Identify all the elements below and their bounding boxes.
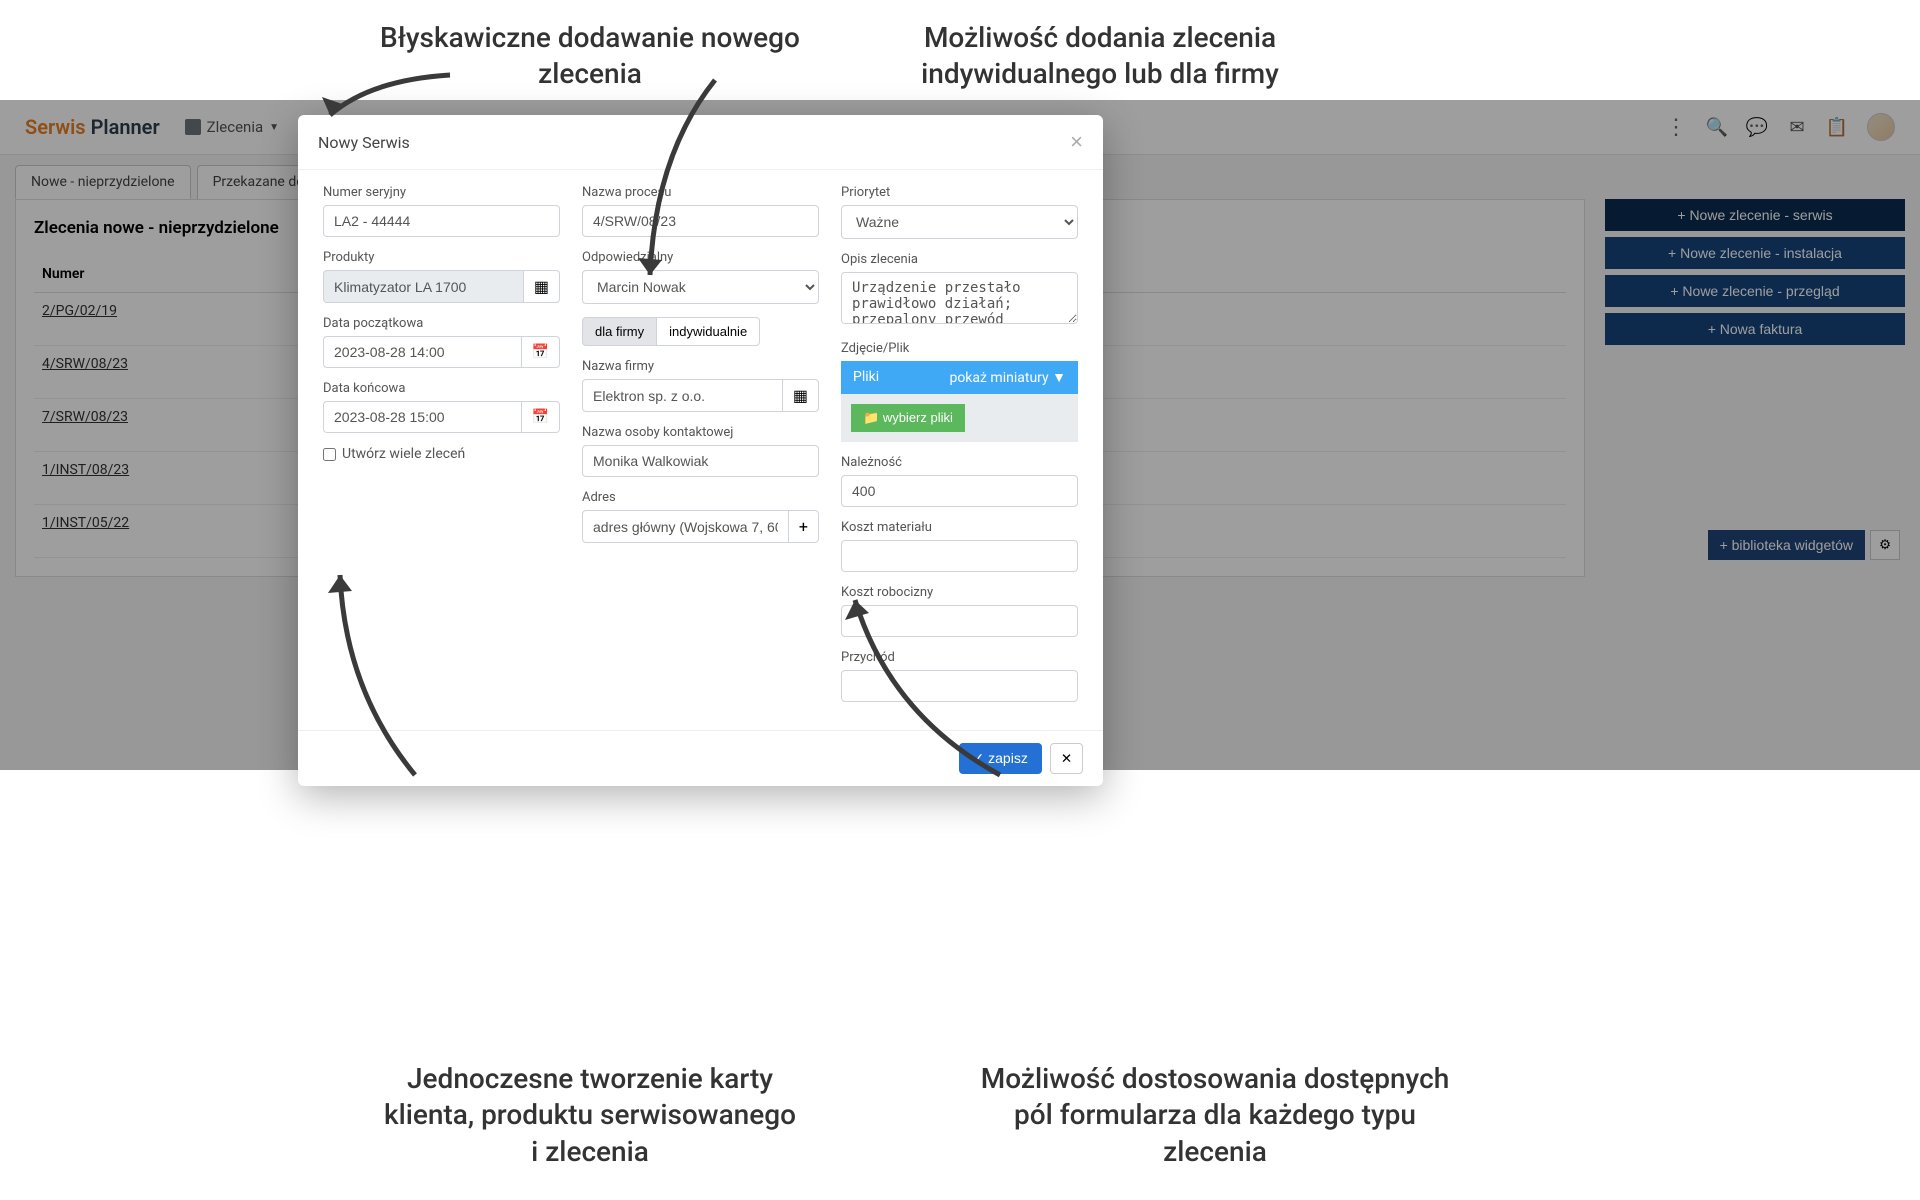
annotation-top-right: Możliwość dodania zlecenia indywidualneg…: [840, 20, 1360, 93]
label-nazwa-procesu: Nazwa procesu: [582, 185, 819, 200]
annotation-bot-left: Jednoczesne tworzenie karty klienta, pro…: [380, 1061, 800, 1170]
seg-firma-button[interactable]: dla firmy: [582, 317, 657, 346]
modal-body: Numer seryjny Produkty ▦ Data początkowa…: [298, 170, 1103, 730]
modal-close-button[interactable]: ×: [1070, 129, 1083, 155]
calendar-icon: 📅: [532, 409, 549, 425]
file-show-thumbs: pokaż miniatury ▼: [949, 369, 1066, 386]
picker-icon: ▦: [534, 277, 549, 296]
annotation-top-left: Błyskawiczne dodawanie nowego zlecenia: [380, 20, 800, 93]
textarea-opis-zlecenia[interactable]: Urządzenie przestało prawidłowo działań;…: [841, 272, 1078, 324]
modal-header: Nowy Serwis ×: [298, 115, 1103, 170]
label-nazwa-osoby: Nazwa osoby kontaktowej: [582, 425, 819, 440]
label-zdjecie-plik: Zdjęcie/Plik: [841, 341, 1078, 356]
label-priorytet: Priorytet: [841, 185, 1078, 200]
check-icon: ✓: [973, 750, 985, 766]
label-data-poczatkowa: Data początkowa: [323, 316, 560, 331]
folder-icon: 📁: [863, 410, 879, 425]
label-numer-seryjny: Numer seryjny: [323, 185, 560, 200]
modal-footer: ✓ zapisz ✕: [298, 730, 1103, 786]
close-icon: ×: [1070, 129, 1083, 154]
calendar-end-button[interactable]: 📅: [522, 401, 560, 433]
utworz-wiele-row: Utwórz wiele zleceń: [323, 446, 560, 462]
produkty-picker-button[interactable]: ▦: [524, 270, 560, 303]
modal-title: Nowy Serwis: [318, 133, 410, 152]
input-koszt-materialu[interactable]: [841, 540, 1078, 572]
input-przychod[interactable]: [841, 670, 1078, 702]
new-service-modal: Nowy Serwis × Numer seryjny Produkty ▦ D…: [298, 115, 1103, 786]
file-select-button[interactable]: 📁 wybierz pliki: [851, 404, 965, 432]
calendar-start-button[interactable]: 📅: [522, 336, 560, 368]
picker-icon: ▦: [793, 386, 808, 405]
checkbox-utworz-wiele[interactable]: [323, 448, 336, 461]
chevron-down-icon: ▼: [1052, 370, 1066, 386]
firmy-picker-button[interactable]: ▦: [783, 379, 819, 412]
calendar-icon: 📅: [532, 344, 549, 360]
input-nazwa-osoby[interactable]: [582, 445, 819, 477]
file-body: 📁 wybierz pliki: [841, 394, 1078, 442]
label-data-koncowa: Data końcowa: [323, 381, 560, 396]
cancel-button[interactable]: ✕: [1050, 743, 1083, 774]
close-icon: ✕: [1061, 751, 1072, 766]
input-nazwa-procesu[interactable]: [582, 205, 819, 237]
file-header-title: Pliki: [853, 369, 879, 386]
input-produkty[interactable]: [323, 270, 524, 303]
input-koszt-robocizny[interactable]: [841, 605, 1078, 637]
label-adres: Adres: [582, 490, 819, 505]
select-priorytet[interactable]: Ważne: [841, 205, 1078, 239]
input-naleznosc[interactable]: [841, 475, 1078, 507]
label-naleznosc: Należność: [841, 455, 1078, 470]
seg-indywidualnie-button[interactable]: indywidualnie: [657, 317, 760, 346]
label-produkty: Produkty: [323, 250, 560, 265]
label-nazwa-firmy: Nazwa firmy: [582, 359, 819, 374]
label-utworz-wiele: Utwórz wiele zleceń: [342, 446, 465, 462]
input-data-koncowa[interactable]: [323, 401, 522, 433]
modal-col-2: Nazwa procesu Odpowiedzialny Marcin Nowa…: [582, 185, 819, 715]
label-opis-zlecenia: Opis zlecenia: [841, 252, 1078, 267]
modal-col-1: Numer seryjny Produkty ▦ Data początkowa…: [323, 185, 560, 715]
input-adres[interactable]: [582, 510, 789, 543]
modal-col-3: Priorytet Ważne Opis zlecenia Urządzenie…: [841, 185, 1078, 715]
label-odpowiedzialny: Odpowiedzialny: [582, 250, 819, 265]
label-koszt-robocizny: Koszt robocizny: [841, 585, 1078, 600]
file-header[interactable]: Pliki pokaż miniatury ▼: [841, 361, 1078, 394]
client-type-segmented: dla firmy indywidualnie: [582, 317, 819, 346]
label-koszt-materialu: Koszt materiału: [841, 520, 1078, 535]
adres-add-button[interactable]: +: [789, 510, 819, 543]
input-numer-seryjny[interactable]: [323, 205, 560, 237]
select-odpowiedzialny[interactable]: Marcin Nowak: [582, 270, 819, 304]
input-nazwa-firmy[interactable]: [582, 379, 783, 412]
save-button[interactable]: ✓ zapisz: [959, 743, 1042, 774]
label-przychod: Przychód: [841, 650, 1078, 665]
input-data-poczatkowa[interactable]: [323, 336, 522, 368]
plus-icon: +: [799, 517, 808, 536]
annotation-bot-right: Możliwość dostosowania dostępnych pól fo…: [960, 1061, 1470, 1170]
